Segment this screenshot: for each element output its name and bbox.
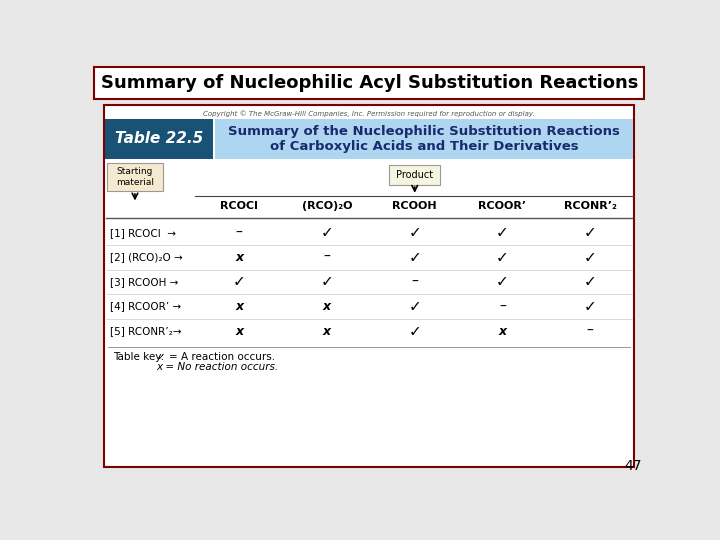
Text: x = No reaction occurs.: x = No reaction occurs.: [157, 362, 279, 373]
Text: x: x: [498, 325, 506, 338]
Text: –: –: [499, 300, 506, 314]
Text: x: x: [323, 300, 331, 313]
Text: ✓: ✓: [496, 225, 509, 240]
FancyBboxPatch shape: [94, 67, 644, 99]
Text: Starting
material: Starting material: [116, 167, 154, 187]
Text: ✓: ✓: [408, 225, 421, 240]
Text: Summary of the Nucleophilic Substitution Reactions: Summary of the Nucleophilic Substitution…: [228, 125, 620, 138]
FancyBboxPatch shape: [215, 119, 634, 159]
Text: ✓: ✓: [584, 225, 597, 240]
FancyBboxPatch shape: [104, 119, 213, 159]
Text: –: –: [411, 275, 418, 289]
Text: ✓: ✓: [320, 274, 333, 289]
Text: x: x: [235, 251, 243, 264]
Text: [4] RCOOR’ →: [4] RCOOR’ →: [110, 301, 181, 312]
Text: Table 22.5: Table 22.5: [115, 131, 203, 146]
FancyBboxPatch shape: [104, 105, 634, 467]
Text: x: x: [323, 325, 331, 338]
Text: ✓: ✓: [496, 250, 509, 265]
Text: of Carboxylic Acids and Their Derivatives: of Carboxylic Acids and Their Derivative…: [270, 140, 578, 153]
Text: ✓: ✓: [408, 299, 421, 314]
Text: ✓: ✓: [584, 299, 597, 314]
Text: ✓: ✓: [408, 250, 421, 265]
Text: [3] RCOOH →: [3] RCOOH →: [110, 277, 179, 287]
Text: RCONR’₂: RCONR’₂: [564, 201, 616, 212]
Text: RCOOR’: RCOOR’: [478, 201, 526, 212]
FancyBboxPatch shape: [107, 164, 163, 191]
Text: ✓ = A reaction occurs.: ✓ = A reaction occurs.: [157, 352, 275, 362]
Text: (RCO)₂O: (RCO)₂O: [302, 201, 352, 212]
Text: ✓: ✓: [584, 250, 597, 265]
Text: Copyright © The McGraw-Hill Companies, Inc. Permission required for reproduction: Copyright © The McGraw-Hill Companies, I…: [203, 110, 535, 117]
Text: –: –: [323, 251, 330, 264]
Text: Table key:: Table key:: [113, 352, 164, 362]
Text: RCOCl: RCOCl: [220, 201, 258, 212]
Text: Summary of Nucleophilic Acyl Substitution Reactions: Summary of Nucleophilic Acyl Substitutio…: [101, 75, 638, 92]
Text: –: –: [236, 226, 243, 240]
Text: ✓: ✓: [408, 323, 421, 339]
Text: [2] (RCO)₂O →: [2] (RCO)₂O →: [110, 252, 183, 262]
Text: x: x: [235, 325, 243, 338]
Text: ✓: ✓: [496, 274, 509, 289]
Text: ✓: ✓: [584, 274, 597, 289]
Text: [5] RCONR’₂→: [5] RCONR’₂→: [110, 326, 181, 336]
Text: RCOOH: RCOOH: [392, 201, 437, 212]
Text: ✓: ✓: [320, 225, 333, 240]
Text: 47: 47: [624, 459, 642, 473]
Text: Product: Product: [396, 170, 433, 180]
FancyBboxPatch shape: [389, 165, 441, 185]
Text: x: x: [235, 300, 243, 313]
Text: –: –: [587, 324, 593, 338]
Text: [1] RCOCl  →: [1] RCOCl →: [110, 228, 176, 238]
Text: ✓: ✓: [233, 274, 246, 289]
